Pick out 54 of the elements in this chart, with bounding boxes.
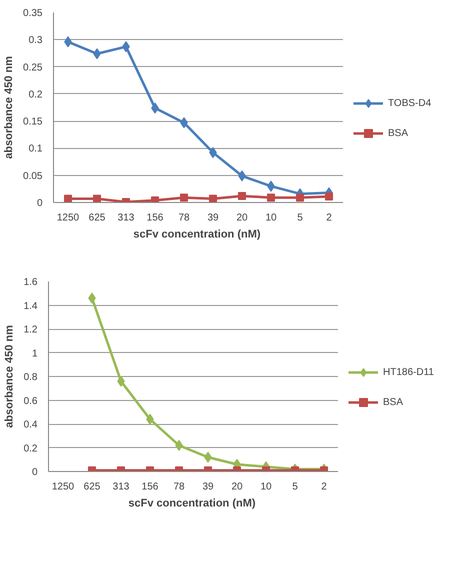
x-tick-label: 10 xyxy=(265,212,277,224)
x-tick-label: 39 xyxy=(202,482,214,492)
y-tick-label: 0 xyxy=(32,467,38,478)
legend-label: TOBS-D4 xyxy=(388,98,432,108)
y-tick-label: 0.8 xyxy=(24,372,38,383)
legend-label: HT186-D11 xyxy=(383,366,434,378)
point xyxy=(325,192,333,201)
x-tick-label: 1250 xyxy=(52,482,75,492)
y-axis-title: absorbance 450 nm xyxy=(3,56,16,159)
legend-label: BSA xyxy=(383,396,404,408)
point xyxy=(267,194,275,202)
y-tick-label: 1 xyxy=(32,348,38,360)
point xyxy=(238,192,246,200)
y-tick-label: 0.1 xyxy=(28,144,43,155)
x-axis-title: scFv concentration (nM) xyxy=(133,228,261,240)
x-tick-label: 5 xyxy=(297,212,304,224)
x-tick-label: 625 xyxy=(88,212,106,224)
y-tick-label: 0.25 xyxy=(23,62,43,74)
x-tick-label: 10 xyxy=(260,482,272,492)
y-tick-label: 1.6 xyxy=(24,277,38,288)
y-tick-label: 0.3 xyxy=(28,35,43,46)
x-axis-title: scFv concentration (nM) xyxy=(128,498,256,510)
x-tick-label: 156 xyxy=(142,482,159,492)
y-tick-label: 0.05 xyxy=(23,170,43,182)
x-tick-label: 2 xyxy=(326,212,332,224)
x-tick-label: 313 xyxy=(112,482,130,492)
y-tick-label: 1.2 xyxy=(24,324,38,336)
x-tick-label: 78 xyxy=(173,482,185,492)
y-axis-title: absorbance 450 nm xyxy=(4,324,16,428)
x-tick-label: 625 xyxy=(84,482,101,492)
y-tick-label: 0 xyxy=(36,198,43,209)
x-tick-label: 1250 xyxy=(56,212,80,224)
y-tick-label: 0.4 xyxy=(24,420,38,430)
point xyxy=(209,194,217,202)
x-tick-label: 20 xyxy=(231,482,243,492)
y-tick-label: 0.15 xyxy=(23,116,43,128)
x-tick-label: 5 xyxy=(292,482,298,492)
x-tick-label: 2 xyxy=(321,482,328,492)
y-tick-label: 1.4 xyxy=(24,300,38,312)
point xyxy=(64,194,72,202)
x-tick-label: 156 xyxy=(146,212,164,224)
x-tick-label: 313 xyxy=(118,212,135,224)
y-tick-label: 0.2 xyxy=(24,443,38,454)
y-tick-label: 0.2 xyxy=(28,89,43,100)
y-tick-label: 0.6 xyxy=(24,396,38,407)
x-tick-label: 39 xyxy=(207,212,219,224)
point xyxy=(180,194,188,202)
x-tick-label: 78 xyxy=(178,212,190,224)
x-tick-label: 20 xyxy=(236,212,248,224)
legend-label: BSA xyxy=(388,128,408,138)
y-tick-label: 0.35 xyxy=(23,8,43,19)
point xyxy=(296,194,304,202)
point xyxy=(93,194,101,202)
point xyxy=(151,196,159,202)
